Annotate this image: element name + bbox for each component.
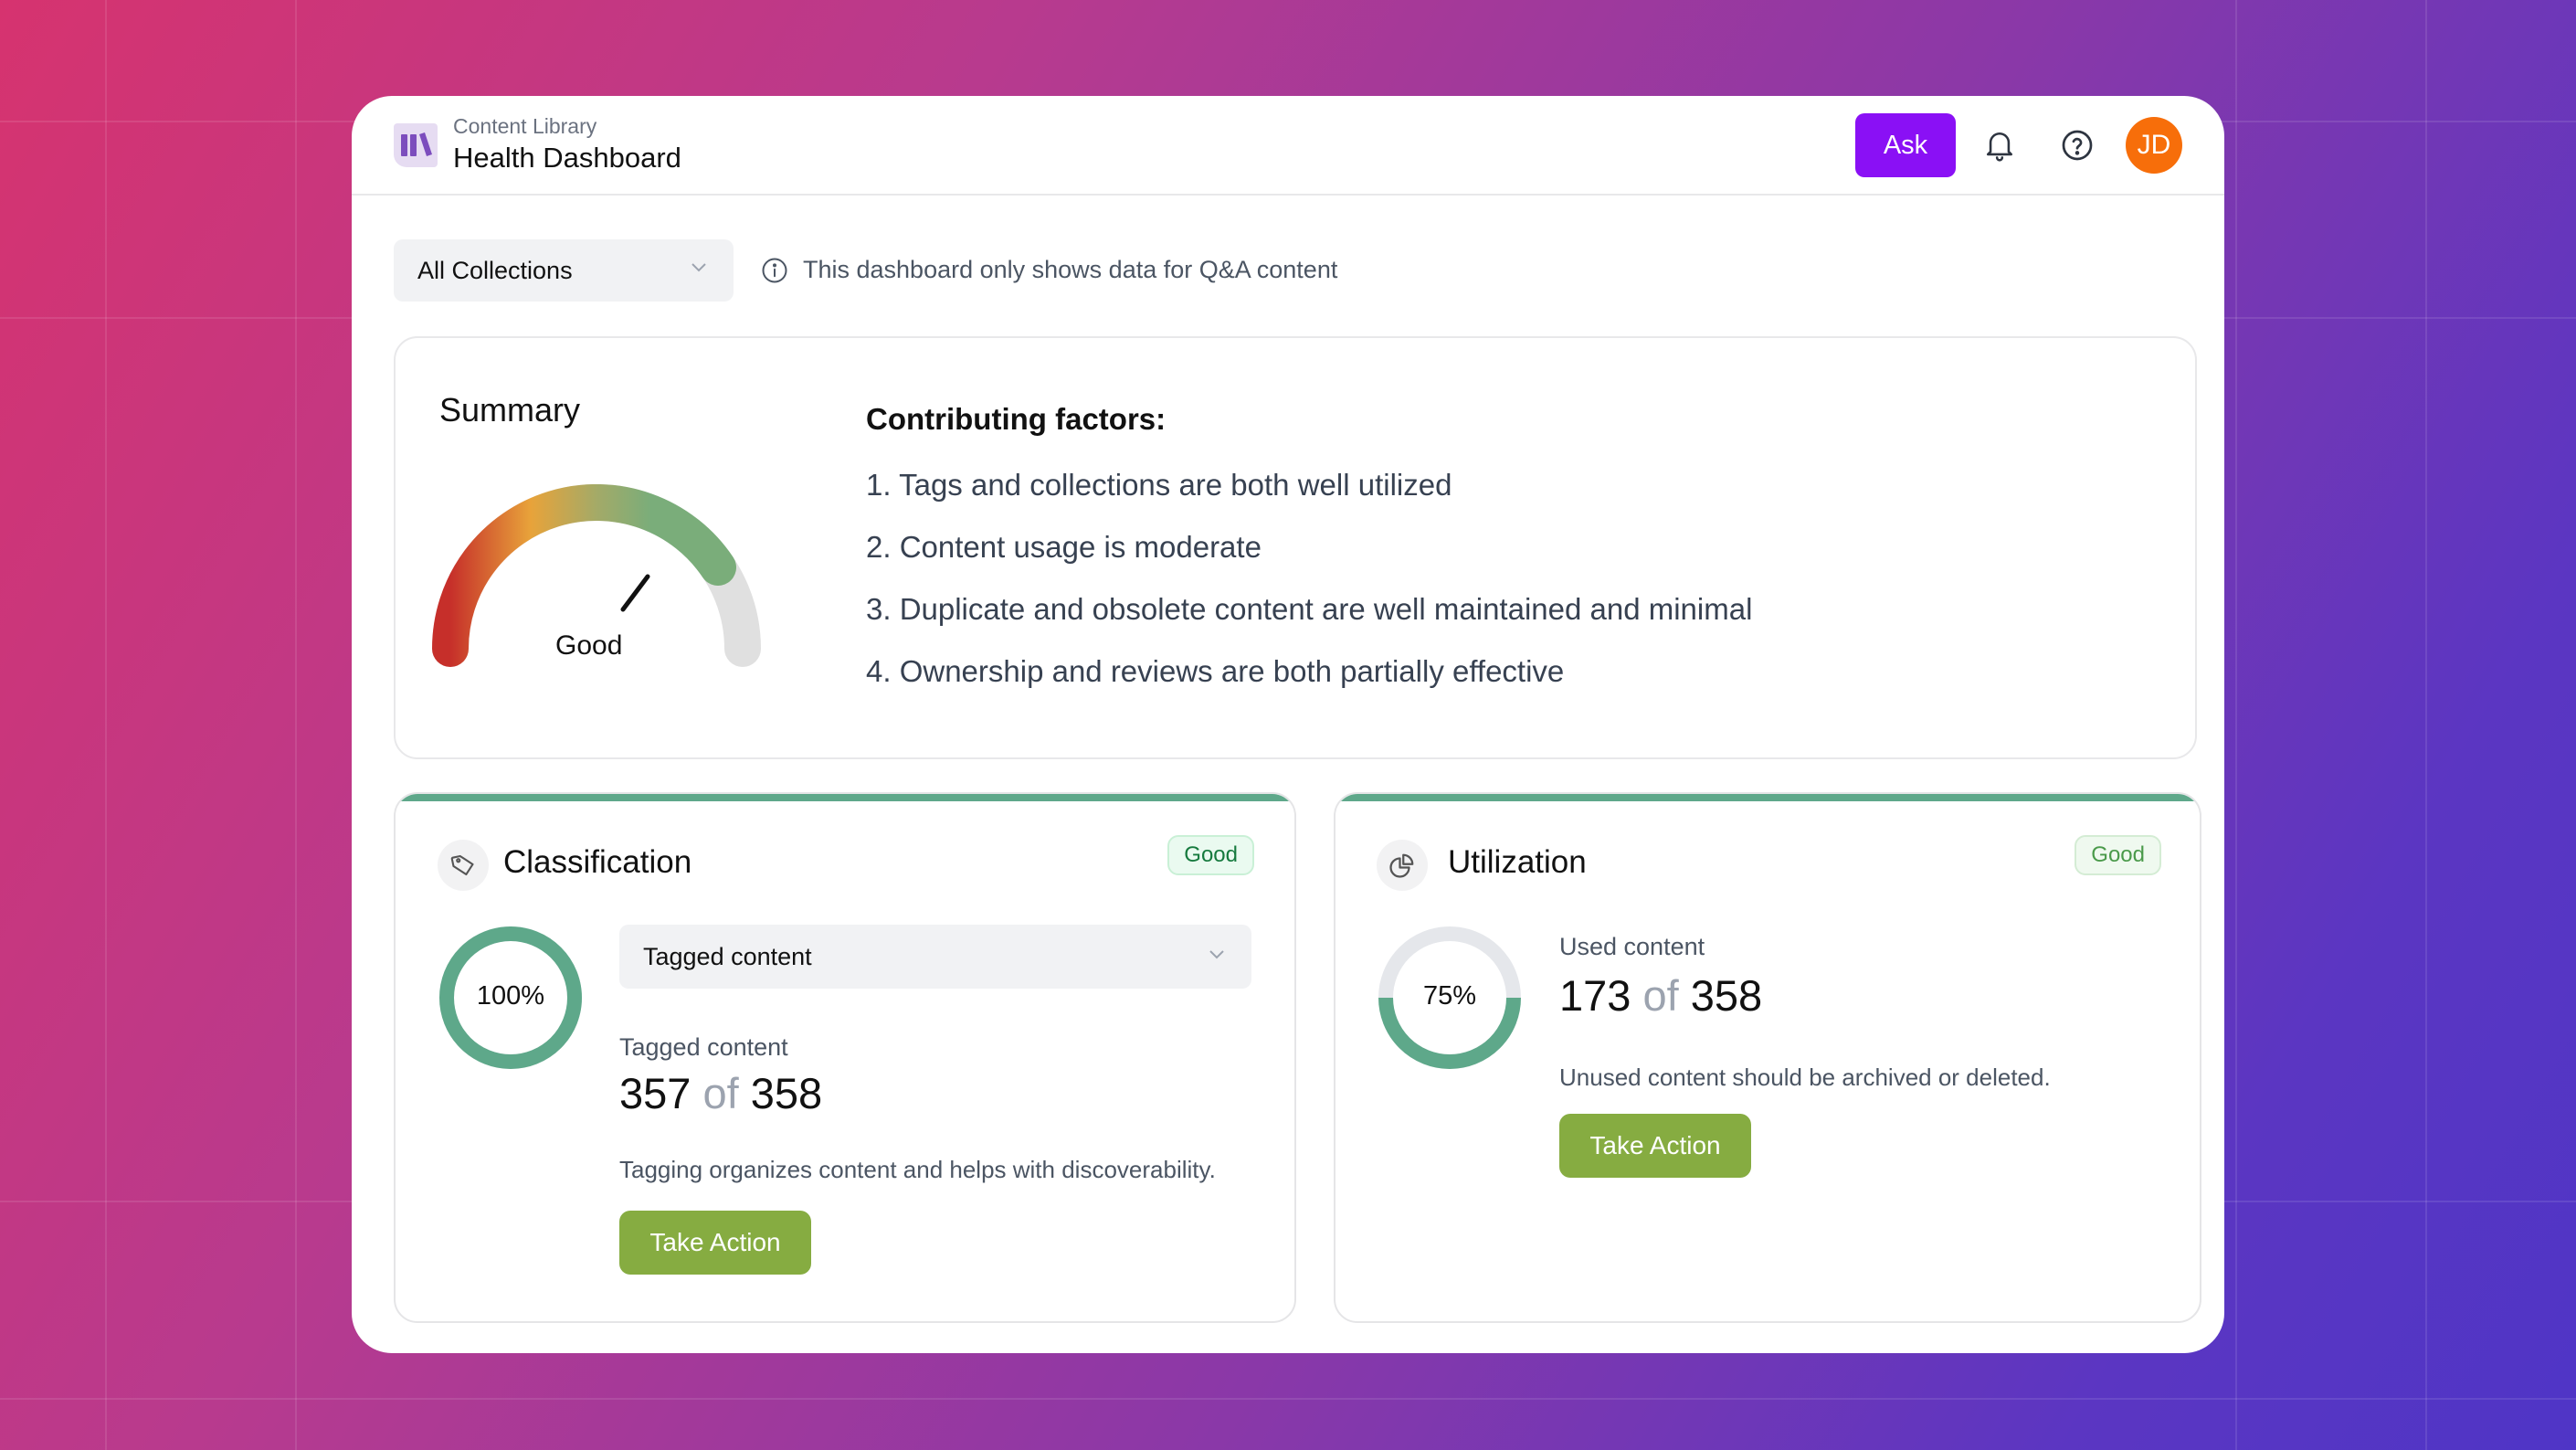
summary-heading: Summary bbox=[439, 391, 581, 429]
library-books-icon bbox=[394, 123, 438, 167]
metric-count: 173 bbox=[1559, 971, 1631, 1020]
take-action-button[interactable]: Take Action bbox=[1559, 1114, 1751, 1178]
metric-total: 358 bbox=[1690, 971, 1763, 1020]
dashboard-window: Content Library Health Dashboard Ask JD … bbox=[352, 96, 2224, 1353]
question-circle-icon[interactable] bbox=[2059, 127, 2096, 164]
gauge-label: Good bbox=[555, 630, 623, 661]
info-icon bbox=[762, 258, 787, 282]
card-description: Unused content should be archived or del… bbox=[1559, 1064, 2051, 1091]
avatar[interactable]: JD bbox=[2126, 117, 2182, 174]
pie-chart-icon bbox=[1377, 840, 1428, 891]
metric-dropdown[interactable]: Tagged content bbox=[619, 925, 1251, 989]
metric-total: 358 bbox=[750, 1069, 823, 1117]
classification-card: Classification Good 100% Tagged content … bbox=[394, 792, 1296, 1323]
factor-item: 3. Duplicate and obsolete content are we… bbox=[866, 592, 1753, 626]
card-description: Tagging organizes content and helps with… bbox=[619, 1156, 1216, 1183]
progress-donut bbox=[439, 926, 582, 1069]
utilization-card: Utilization Good 75% Used content 173 of… bbox=[1334, 792, 2201, 1323]
donut-percent: 100% bbox=[476, 981, 545, 1011]
metric-label: Used content bbox=[1559, 933, 1705, 960]
metric-of: of bbox=[702, 1069, 739, 1117]
progress-donut bbox=[1378, 926, 1521, 1069]
factors-title: Contributing factors: bbox=[866, 402, 1167, 436]
metric-value: 357 of 358 bbox=[619, 1068, 822, 1118]
app-name: Content Library bbox=[453, 114, 597, 138]
gauge-needle bbox=[620, 574, 650, 612]
status-bar bbox=[1336, 794, 2200, 801]
metric-label: Tagged content bbox=[619, 1033, 788, 1061]
tag-icon bbox=[438, 840, 489, 891]
summary-panel: Summary Good Contributing factors: 1. Ta… bbox=[394, 336, 2197, 759]
factor-item: 4. Ownership and reviews are both partia… bbox=[866, 654, 1565, 688]
donut-percent: 75% bbox=[1422, 981, 1477, 1011]
card-title: Utilization bbox=[1448, 844, 1587, 880]
card-title: Classification bbox=[503, 844, 692, 880]
ask-button[interactable]: Ask bbox=[1855, 113, 1956, 177]
factor-item: 2. Content usage is moderate bbox=[866, 530, 1262, 564]
status-badge: Good bbox=[2075, 835, 2161, 875]
collection-filter-dropdown[interactable]: All Collections bbox=[394, 239, 734, 302]
status-bar bbox=[396, 794, 1294, 801]
contributing-factors: Contributing factors: 1. Tags and collec… bbox=[866, 402, 1752, 716]
factor-item: 1. Tags and collections are both well ut… bbox=[866, 468, 1452, 502]
take-action-button[interactable]: Take Action bbox=[619, 1211, 811, 1275]
info-notice: This dashboard only shows data for Q&A c… bbox=[761, 256, 1337, 284]
health-gauge bbox=[432, 484, 761, 667]
metric-of: of bbox=[1642, 971, 1679, 1020]
metric-count: 357 bbox=[619, 1069, 692, 1117]
metric-dropdown-value: Tagged content bbox=[643, 942, 812, 970]
chevron-down-icon bbox=[1209, 950, 1224, 959]
chevron-down-icon bbox=[692, 263, 706, 272]
info-text: This dashboard only shows data for Q&A c… bbox=[803, 256, 1338, 283]
status-badge: Good bbox=[1167, 835, 1254, 875]
bell-icon[interactable] bbox=[1981, 127, 2018, 164]
collection-filter-value: All Collections bbox=[417, 256, 573, 284]
metric-value: 173 of 358 bbox=[1559, 970, 1762, 1021]
app-header: Content Library Health Dashboard Ask JD bbox=[352, 96, 2224, 196]
page-title: Health Dashboard bbox=[453, 142, 681, 174]
